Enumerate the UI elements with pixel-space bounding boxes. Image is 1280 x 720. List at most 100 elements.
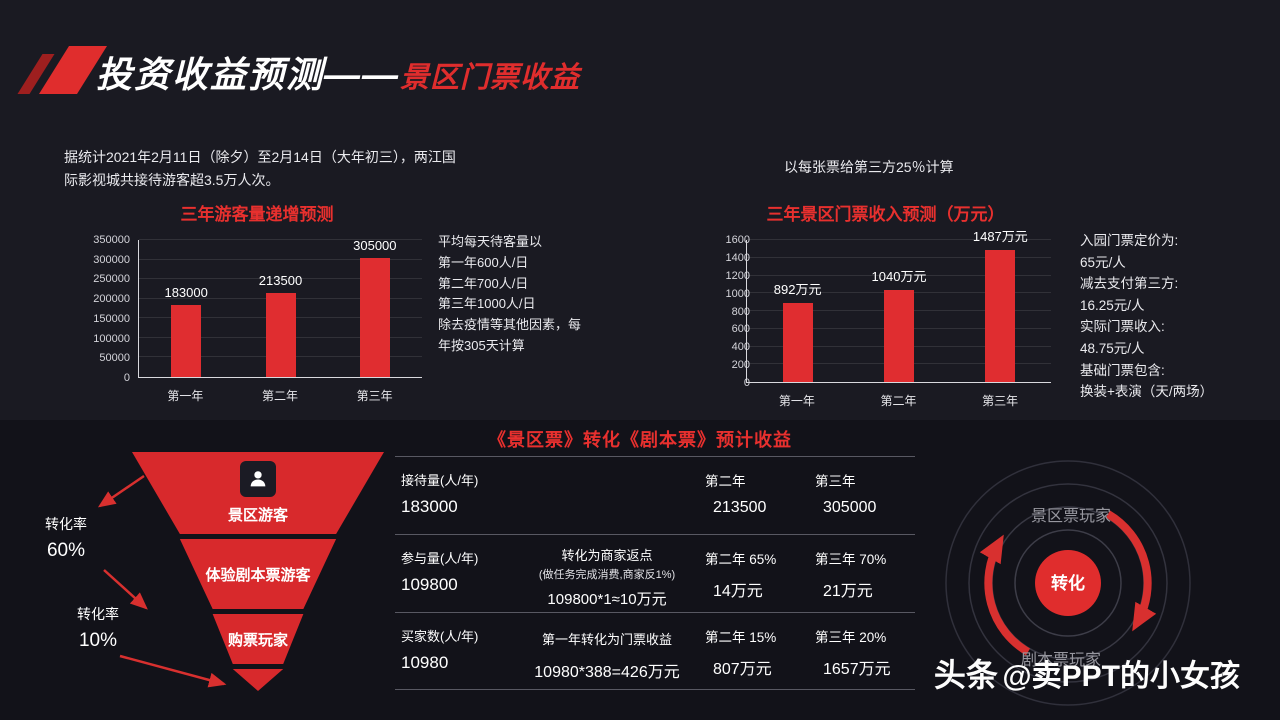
revenue-chart-title: 三年景区门票收入预测（万元） [766, 205, 1005, 224]
arrow-rate-60-to-funnel [103, 569, 148, 610]
gridline [747, 274, 1051, 276]
conversion-section-title: 《景区票》转化《剧本票》预计收益 [488, 430, 792, 450]
cycle-center-circle [1035, 550, 1101, 616]
bar-value-label: 213500 [258, 273, 303, 289]
row3-year2: 第二年 15% 807万元 [705, 626, 810, 679]
page-title: 投资收益预测——景区门票收益 [96, 46, 580, 98]
gridline [139, 239, 422, 240]
y-axis-tick-label: 350000 [93, 234, 130, 246]
cycle-rings: 转化 [945, 460, 1191, 706]
x-axis-category-label: 第三年 [982, 394, 1019, 408]
row1-metric-label: 接待量(人/年) [401, 473, 479, 488]
conversion-rate-2: 转化率 10% [60, 604, 136, 652]
bar-value-label: 892万元 [773, 281, 822, 297]
cycle-arrow-left [979, 534, 1031, 656]
bar-value-label: 183000 [164, 285, 208, 301]
bar-value-label: 1040万元 [871, 268, 927, 284]
y-axis-tick-label: 200000 [93, 293, 130, 306]
conversion-funnel: 景区游客 体验剧本票游客 购票玩家 [132, 452, 384, 691]
ticket-pricing-note: 入园门票定价为: 65元/人 减去支付第三方: 16.25元/人 实际门票收入:… [1080, 233, 1214, 400]
visitor-chart-plot-area: 0 50000 100000 150000 200000 250000 300000 3500… [78, 230, 436, 403]
cycle-arrow-right [1105, 510, 1157, 632]
y-axis-tick-label: 1200 [725, 269, 750, 282]
bar-第二年 [265, 293, 296, 377]
conversion-rate-1-value: 60% [46, 540, 86, 561]
visitor-forecast-chart: 三年游客量递增预测 0 50000 100000 150000 200000 250000… [78, 200, 436, 403]
table-row: 参与量(人/年) 109800 转化为商家返点 (做任务完成消费,商家反1%) … [395, 534, 915, 612]
person-icon [250, 471, 266, 487]
bar-第三年 [985, 250, 1016, 382]
cycle-label-scenic-players: 景区票玩家 [1031, 508, 1112, 525]
third-party-fee-note: 以每张票给第三方25％计算 [784, 159, 954, 175]
bar-第一年 [782, 302, 813, 382]
row1-year3: 第三年 305000 [815, 470, 920, 517]
x-axis-category-label: 第三年 [356, 389, 393, 403]
row1-year2: 第二年 213500 [705, 470, 810, 517]
row2-year3: 第三年 70% 21万元 [815, 548, 920, 601]
row1-year2-value: 213500 [713, 499, 767, 516]
row2-year3-value: 21万元 [823, 583, 873, 600]
funnel-level-visitors: 景区游客 [132, 452, 384, 534]
row1-metric-value: 183000 [401, 497, 458, 516]
row2-conversion-subtitle: (做任务完成消费,商家反1%) [538, 569, 676, 581]
gridline [747, 256, 1051, 258]
ticket-revenue-chart: 三年景区门票收入预测（万元） 0 200 400 600 800 1000 1200 1400… [698, 200, 1073, 408]
row3-year3-label: 第三年 20% [815, 630, 887, 645]
bar-value-label: 1487万元 [972, 229, 1028, 245]
conversion-rate-2-value: 10% [78, 630, 118, 651]
y-axis-tick-label: 300000 [93, 253, 130, 266]
y-axis-tick-label: 0 [743, 377, 750, 389]
gridline [747, 239, 1051, 240]
bar-第二年 [884, 289, 914, 382]
y-axis: 0 200 400 600 800 1000 1200 1400 1600 [698, 234, 756, 389]
row3-conversion-detail: 第一年转化为门票收益 10980*388=426万元 [507, 629, 707, 682]
y-axis-tick-label: 1400 [725, 251, 750, 264]
y-axis: 0 50000 100000 150000 200000 250000 300000 3500… [78, 234, 136, 384]
row2-conversion-formula: 109800*1≈10万元 [547, 591, 667, 608]
row2-conversion-detail: 转化为商家返点 (做任务完成消费,商家反1%) 109800*1≈10万元 [507, 545, 707, 609]
y-axis-tick-label: 200 [731, 359, 750, 372]
watermark-handle: @卖PPT的小女孩 [1002, 660, 1240, 693]
conversion-rate-1-label: 转化率 [45, 516, 87, 532]
conversion-rate-2-label: 转化率 [77, 606, 119, 622]
funnel-label-visitors: 景区游客 [227, 507, 288, 524]
x-axis: 第一年 第二年 第三年 [138, 380, 422, 403]
page-title-main: 投资收益预测—— [96, 54, 401, 95]
row1-year3-label: 第三年 [815, 474, 856, 489]
row3-conversion-formula: 10980*388=426万元 [534, 664, 680, 681]
statistics-note: 据统计2021年2月11日（除夕）至2月14日（大年初三），两江国际影视城共接待… [64, 149, 456, 189]
visitor-chart-title: 三年游客量递增预测 [180, 205, 334, 224]
funnel-label-buyers: 购票玩家 [227, 631, 288, 649]
bar-value-label: 305000 [353, 237, 397, 253]
revenue-chart-plot-area: 0 200 400 600 800 1000 1200 1400 1600 892万元 1040万… [698, 229, 1073, 408]
x-axis-category-label: 第一年 [778, 394, 815, 408]
row2-year2-label: 第二年 65% [705, 552, 777, 567]
conversion-rate-1: 转化率 60% [28, 514, 104, 562]
bar-第一年 [171, 305, 202, 377]
row2-conversion-title: 转化为商家返点 [561, 548, 653, 563]
funnel-arrows [97, 474, 227, 688]
x-axis-category-label: 第二年 [880, 394, 917, 408]
y-axis-tick-label: 1000 [725, 287, 750, 300]
row3-year3: 第三年 20% 1657万元 [815, 626, 920, 679]
conversion-cycle-diagram: 转化 景区票玩家 剧本票玩家 [935, 450, 1245, 720]
row3-year2-label: 第二年 15% [705, 630, 777, 645]
row1-metric: 接待量(人/年) 183000 [401, 470, 478, 517]
y-axis-tick-label: 600 [731, 323, 750, 336]
bar-第三年 [359, 257, 390, 377]
person-icon-box [240, 461, 276, 497]
row2-year3-label: 第三年 70% [815, 552, 887, 567]
row2-metric: 参与量(人/年) 109800 [401, 548, 478, 595]
y-axis-tick-label: 0 [123, 372, 130, 384]
arrow-to-rate-60 [97, 474, 145, 508]
row1-year3-value: 305000 [823, 499, 877, 516]
conversion-table: 接待量(人/年) 183000 第二年 213500 第三年 305000 参与… [395, 456, 915, 690]
row3-year2-value: 807万元 [713, 661, 772, 678]
y-axis-tick-label: 100000 [93, 332, 130, 345]
y-axis-tick-label: 400 [731, 341, 750, 354]
row3-metric-label: 买家数(人/年) [401, 629, 479, 644]
y-axis-tick-label: 800 [731, 305, 750, 318]
y-axis-tick-label: 250000 [93, 273, 130, 286]
row3-metric-value: 10980 [401, 653, 449, 672]
